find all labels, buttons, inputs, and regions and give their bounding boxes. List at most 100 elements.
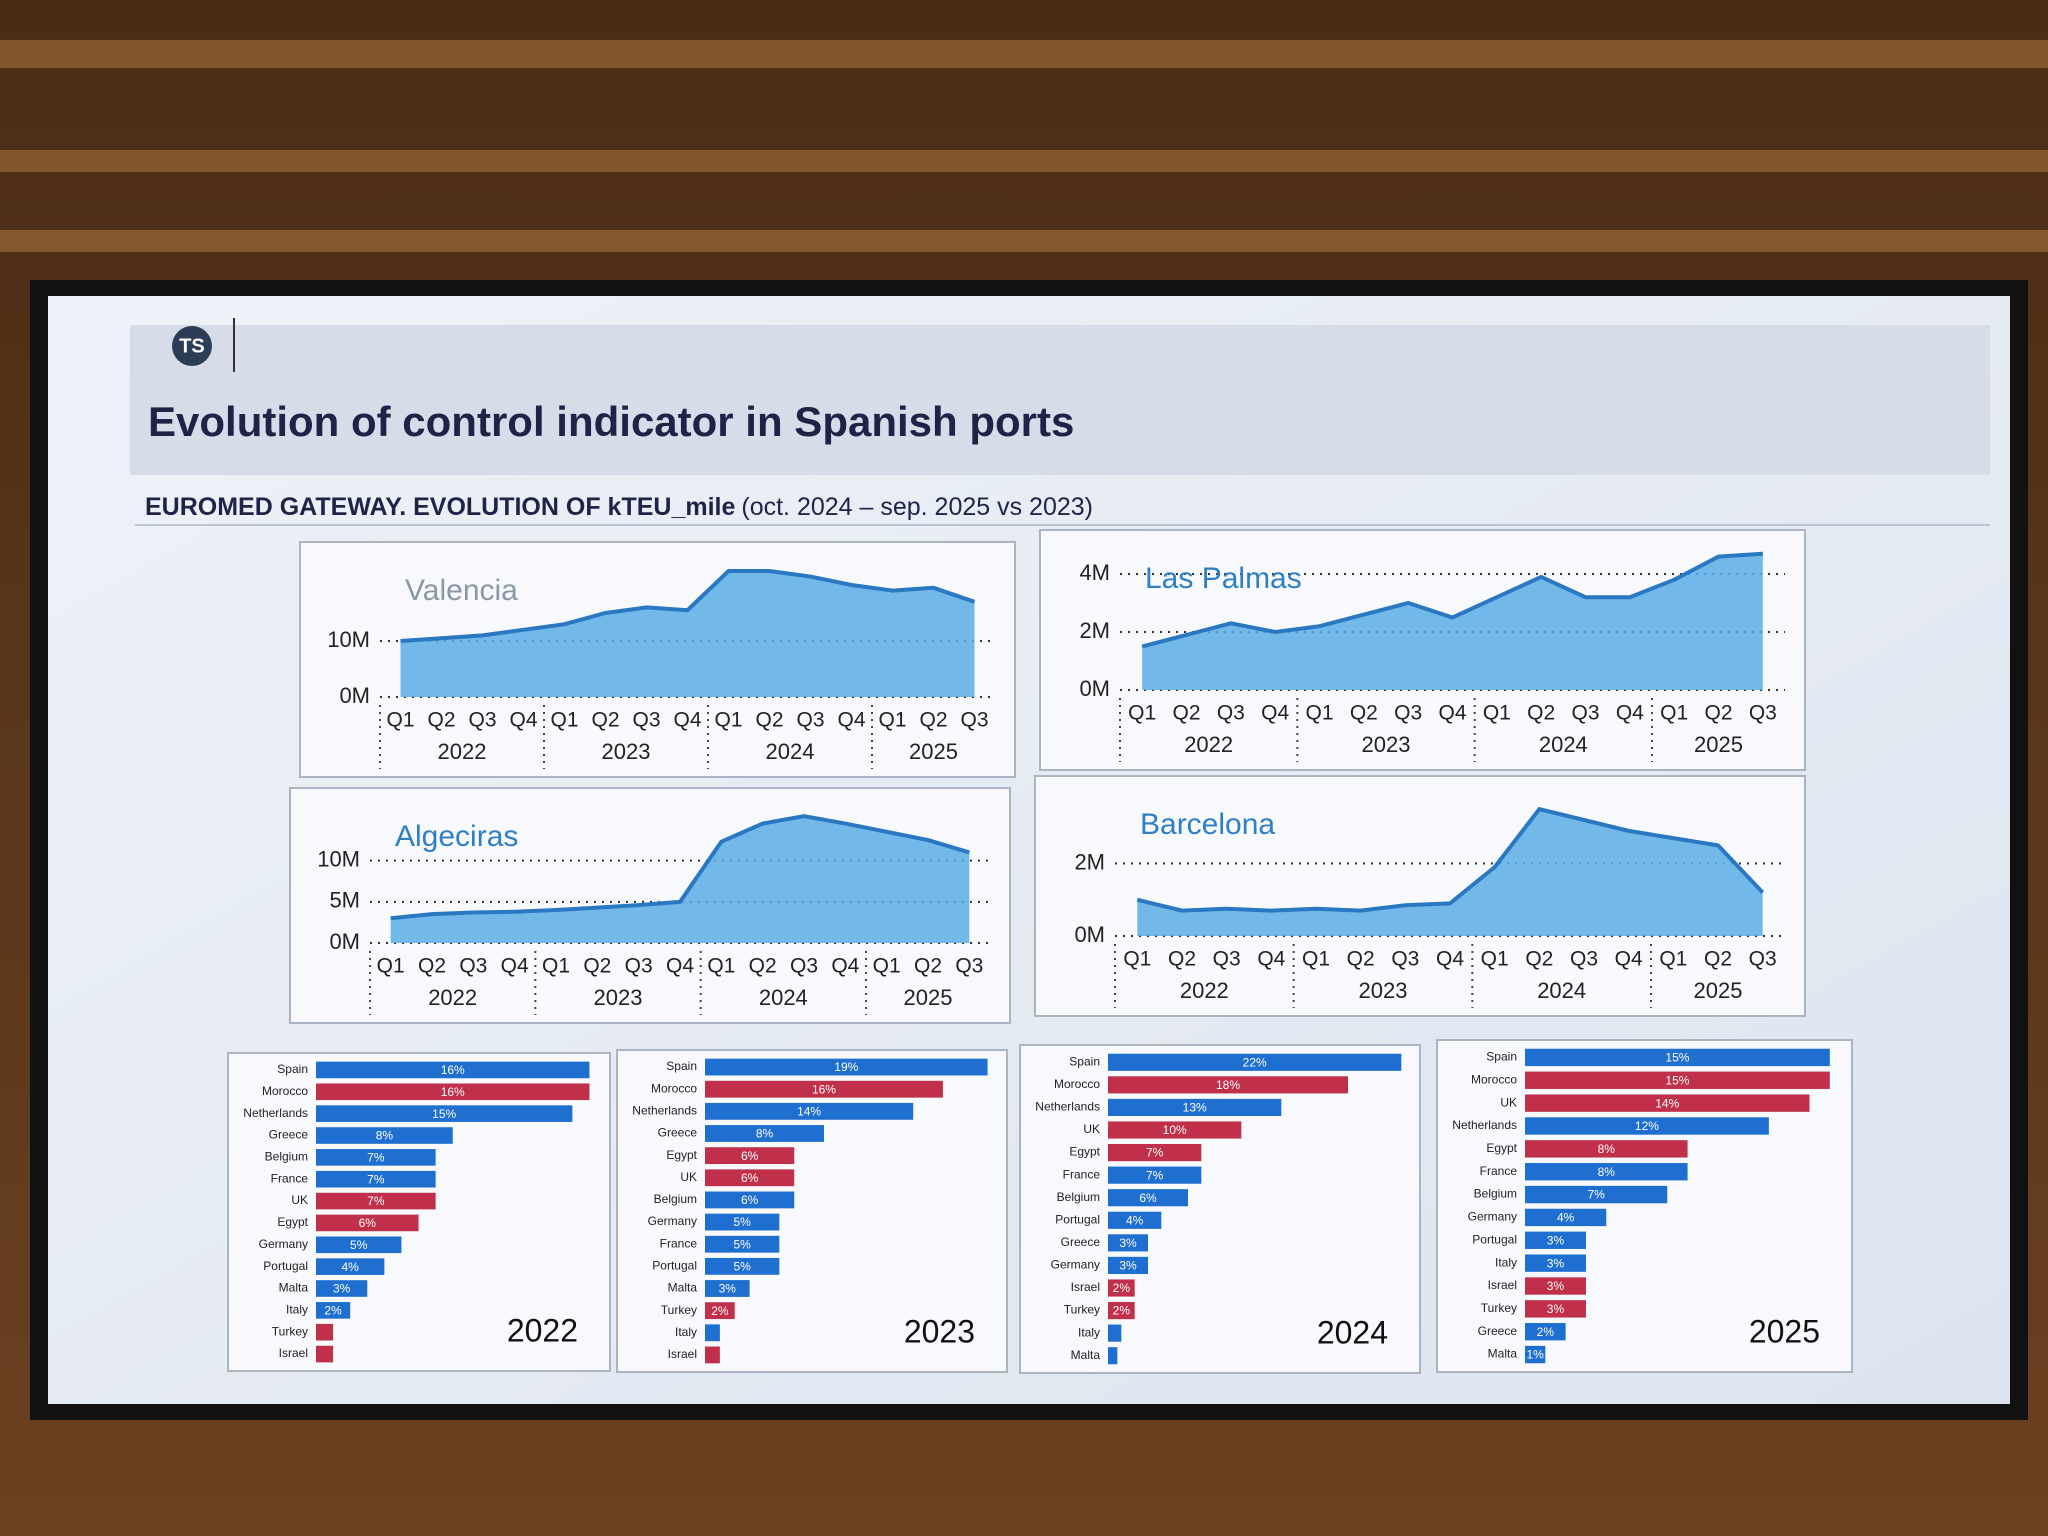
- x-tick-label: Q2: [1527, 702, 1555, 725]
- area-fill: [400, 571, 975, 697]
- value-label: 13%: [1183, 1101, 1207, 1115]
- logo-text: TS: [179, 335, 205, 357]
- x-tick-label: Q4: [1436, 948, 1464, 971]
- title-banner: [130, 325, 1990, 475]
- value-label: 16%: [441, 1085, 465, 1099]
- x-tick-label: Q2: [1347, 948, 1375, 971]
- x-tick-label: Q4: [1261, 702, 1289, 725]
- bar: [705, 1169, 795, 1187]
- x-tick-label: Q3: [955, 955, 983, 978]
- bar: [1525, 1048, 1830, 1067]
- value-label: 7%: [1146, 1146, 1164, 1160]
- y-tick-label: 0M: [329, 929, 360, 954]
- bar: [1525, 1163, 1688, 1181]
- x-group-label: 2024: [759, 985, 808, 1010]
- bar: [1108, 1076, 1348, 1094]
- value-label: 3%: [1119, 1259, 1137, 1273]
- y-tick-label: 0M: [1079, 676, 1110, 701]
- bar: [1525, 1300, 1586, 1318]
- chart-title: 2025: [1749, 1313, 1820, 1349]
- x-tick-label: Q3: [1749, 948, 1777, 971]
- bar: [316, 1302, 351, 1319]
- category-label: Morocco: [651, 1081, 697, 1095]
- value-label: 5%: [734, 1237, 752, 1251]
- x-tick-label: Q2: [914, 955, 942, 978]
- x-tick-label: Q2: [427, 709, 455, 732]
- value-label: 5%: [734, 1260, 752, 1274]
- bar: [705, 1302, 735, 1320]
- value-label: 6%: [1139, 1191, 1157, 1205]
- value-label: 22%: [1243, 1055, 1267, 1069]
- bar: [316, 1280, 368, 1297]
- x-tick-label: Q3: [625, 955, 653, 978]
- x-tick-label: Q3: [468, 709, 496, 732]
- bar: [1108, 1234, 1148, 1252]
- value-label: 8%: [1598, 1165, 1616, 1179]
- y-tick-label: 5M: [329, 888, 360, 913]
- value-label: 5%: [350, 1238, 368, 1252]
- x-tick-label: Q2: [591, 709, 619, 732]
- bar: [1108, 1166, 1202, 1184]
- bar: [316, 1083, 590, 1101]
- x-tick-label: Q1: [1483, 702, 1511, 725]
- category-label: Portugal: [652, 1259, 697, 1273]
- chart-title: Barcelona: [1140, 808, 1275, 841]
- category-label: Belgium: [654, 1192, 697, 1206]
- category-label: Netherlands: [1452, 1118, 1517, 1132]
- x-tick-label: Q4: [1257, 948, 1285, 971]
- x-tick-label: Q4: [509, 709, 537, 732]
- value-label: 10%: [1163, 1123, 1187, 1137]
- x-tick-label: Q2: [1704, 948, 1732, 971]
- category-label: Israel: [1071, 1280, 1100, 1294]
- category-label: Germany: [648, 1214, 697, 1228]
- value-label: 7%: [367, 1151, 385, 1165]
- y-tick-label: 0M: [339, 683, 370, 708]
- x-tick-label: Q1: [873, 955, 901, 978]
- value-label: 3%: [1547, 1279, 1565, 1293]
- x-tick-label: Q1: [1123, 948, 1151, 971]
- bar: [316, 1149, 436, 1166]
- category-label: France: [1063, 1167, 1101, 1181]
- value-label: 2%: [324, 1304, 342, 1318]
- value-label: 7%: [367, 1172, 385, 1186]
- value-label: 19%: [834, 1060, 858, 1074]
- bar: [1525, 1231, 1586, 1249]
- x-tick-label: Q2: [1168, 948, 1196, 971]
- category-label: Spain: [1486, 1050, 1517, 1064]
- value-label: 3%: [719, 1282, 737, 1296]
- bar: [316, 1323, 334, 1341]
- category-label: Greece: [269, 1128, 309, 1142]
- bar: [316, 1345, 334, 1363]
- bar: [1525, 1094, 1810, 1112]
- bar: [1108, 1279, 1135, 1297]
- value-label: 6%: [741, 1171, 759, 1185]
- bar: [316, 1236, 402, 1254]
- category-label: Portugal: [1472, 1232, 1517, 1246]
- bar: [1108, 1256, 1148, 1275]
- x-tick-label: Q4: [673, 709, 701, 732]
- y-tick-label: 10M: [327, 627, 370, 652]
- bar: [316, 1214, 419, 1232]
- value-label: 7%: [1146, 1168, 1164, 1182]
- value-label: 16%: [812, 1082, 836, 1096]
- value-label: 6%: [741, 1149, 759, 1163]
- x-tick-label: Q2: [1172, 702, 1200, 725]
- x-tick-label: Q1: [1128, 702, 1156, 725]
- category-label: Morocco: [1054, 1077, 1100, 1091]
- x-tick-label: Q3: [790, 955, 818, 978]
- category-label: Malta: [279, 1281, 309, 1295]
- bar: [705, 1346, 720, 1364]
- x-group-label: 2022: [1180, 978, 1229, 1003]
- value-label: 3%: [1547, 1256, 1565, 1270]
- category-label: Portugal: [263, 1259, 308, 1273]
- bar: [316, 1258, 385, 1275]
- category-label: Morocco: [1471, 1072, 1517, 1086]
- wall-pattern: [0, 40, 2048, 252]
- x-tick-label: Q3: [1394, 702, 1422, 725]
- logo-mark: [172, 326, 212, 366]
- bar: [1108, 1053, 1402, 1071]
- x-tick-label: Q3: [796, 709, 824, 732]
- x-tick-label: Q1: [707, 955, 735, 978]
- x-tick-label: Q3: [1571, 702, 1599, 725]
- area-fill: [1142, 553, 1763, 690]
